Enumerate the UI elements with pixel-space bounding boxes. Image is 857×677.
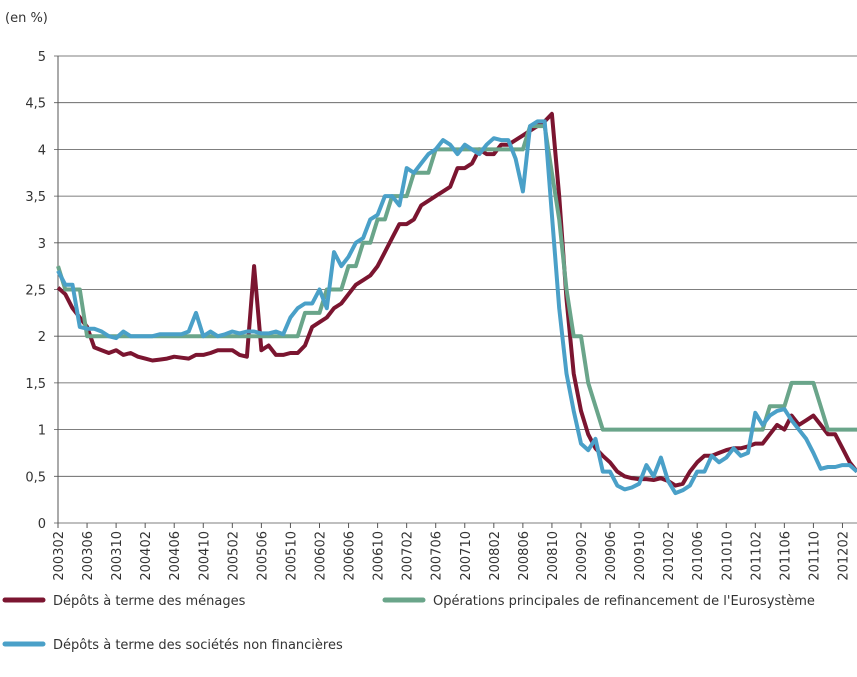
- x-tick-label: 201010: [720, 531, 735, 581]
- legend-label: Opérations principales de refinancement …: [433, 594, 815, 609]
- x-tick-label: 200302: [52, 531, 67, 581]
- x-tick-label: 200810: [546, 531, 561, 581]
- x-tick-label: 200606: [343, 531, 358, 581]
- x-tick-label: 201110: [807, 531, 822, 581]
- x-tick-label: 200502: [226, 531, 241, 581]
- x-tick-label: 201202: [836, 531, 851, 581]
- x-tick-label: 200802: [488, 531, 503, 581]
- x-tick-label: 200306: [81, 531, 96, 581]
- x-tick-label: 200610: [372, 531, 387, 581]
- legend-label: Dépôts à terme des sociétés non financiè…: [53, 638, 343, 653]
- y-tick-label: 1: [38, 424, 46, 439]
- x-tick-label: 200602: [313, 531, 328, 581]
- x-tick-label: 200702: [401, 531, 416, 581]
- x-tick-label: 200910: [633, 531, 648, 581]
- x-tick-label: 200410: [197, 531, 212, 581]
- x-tick-label: 201006: [691, 531, 706, 581]
- x-tick-label: 200510: [284, 531, 299, 581]
- legend-label: Dépôts à terme des ménages: [53, 594, 246, 609]
- x-tick-label: 200506: [255, 531, 270, 581]
- x-tick-label: 200710: [459, 531, 474, 581]
- x-tick-label: 200310: [110, 531, 125, 581]
- y-tick-label: 4,5: [25, 97, 46, 112]
- x-tick-label: 201106: [778, 531, 793, 581]
- x-tick-label: 200902: [575, 531, 590, 581]
- y-tick-label: 3,5: [25, 190, 46, 205]
- y-tick-label: 0,5: [25, 470, 46, 485]
- x-tick-label: 200806: [517, 531, 532, 581]
- y-tick-label: 2,5: [25, 284, 46, 299]
- x-tick-label: 200906: [604, 531, 619, 581]
- x-tick-label: 200706: [430, 531, 445, 581]
- y-tick-label: 5: [38, 50, 46, 65]
- y-tick-label: 0: [38, 517, 46, 532]
- y-tick-label: 3: [38, 237, 46, 252]
- series-line: [56, 111, 857, 488]
- x-tick-label: 200402: [139, 531, 154, 581]
- y-tick-label: 4: [38, 143, 46, 158]
- y-axis-label: (en %): [5, 11, 48, 26]
- y-tick-label: 1,5: [25, 377, 46, 392]
- x-tick-label: 201002: [662, 531, 677, 581]
- series-line: [56, 119, 857, 496]
- x-tick-label: 200406: [168, 531, 183, 581]
- series-line: [56, 124, 857, 432]
- y-tick-label: 2: [38, 330, 46, 345]
- x-tick-label: 201102: [749, 531, 764, 581]
